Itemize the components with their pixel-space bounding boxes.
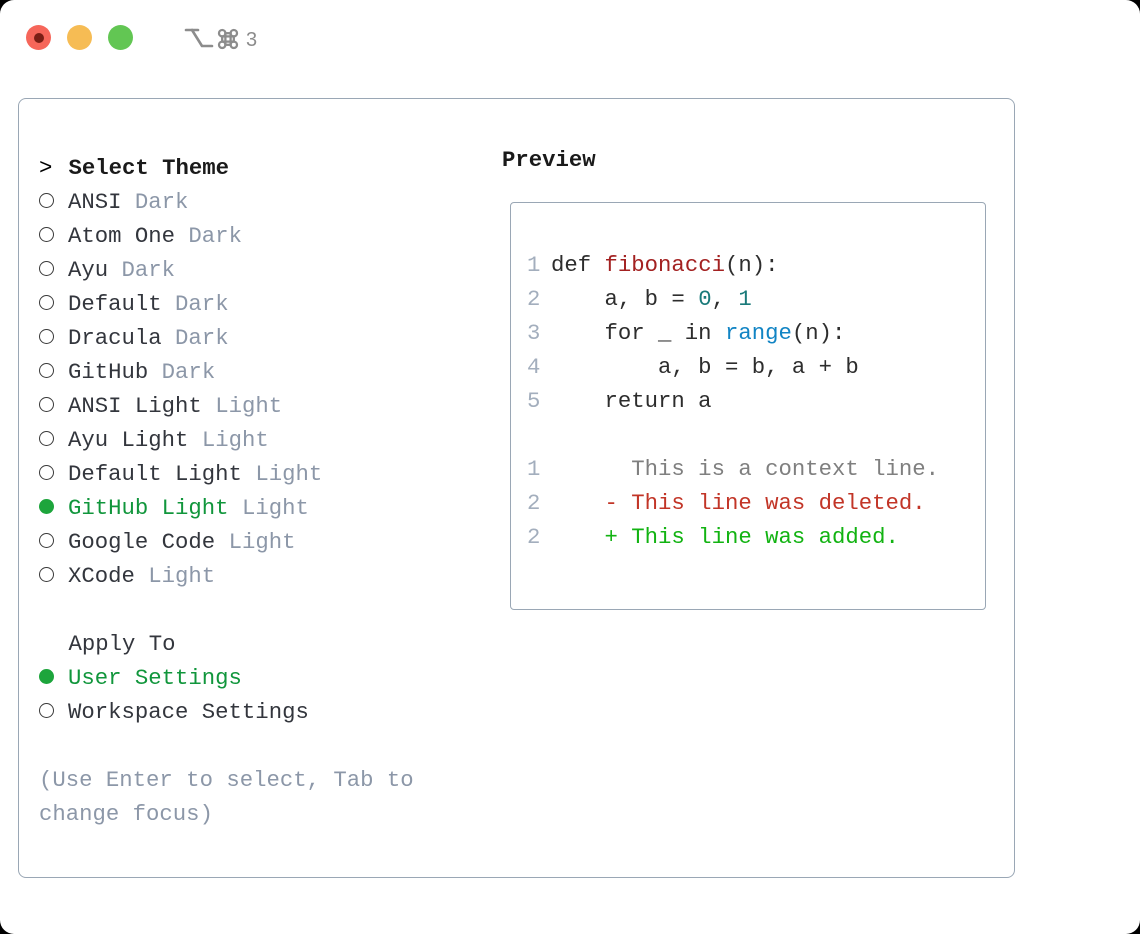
svg-text:3: 3 [246, 29, 257, 51]
